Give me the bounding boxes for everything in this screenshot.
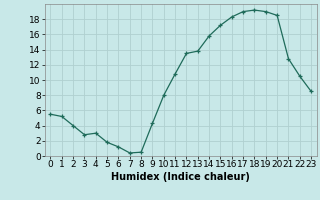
X-axis label: Humidex (Indice chaleur): Humidex (Indice chaleur) xyxy=(111,172,250,182)
